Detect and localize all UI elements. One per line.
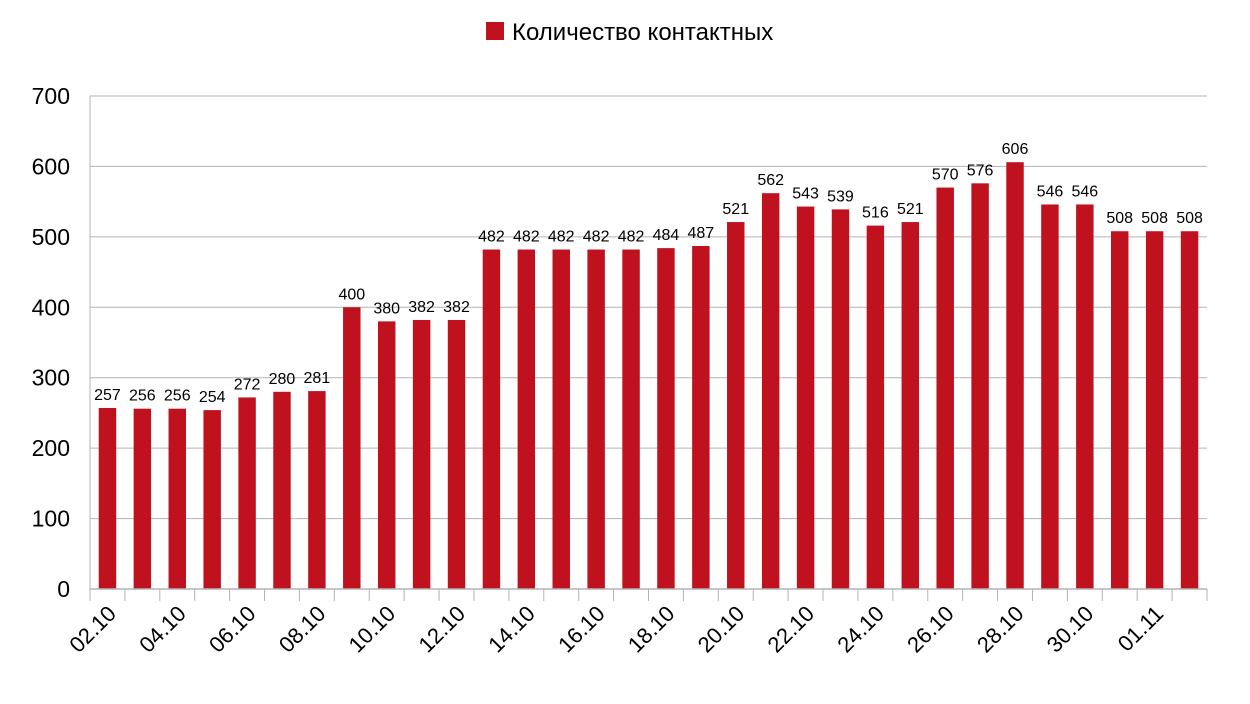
data-label: 382 <box>443 299 470 316</box>
data-label: 482 <box>513 229 540 246</box>
bar <box>552 249 570 589</box>
y-tick-label: 0 <box>57 576 70 602</box>
y-tick-label: 600 <box>32 153 70 179</box>
bar <box>412 319 431 589</box>
x-axis-ticks: 02.10 04.10 06.10 08.10 10.10 12.10 14.10 16.10… <box>64 601 1168 658</box>
data-label: 487 <box>688 225 715 242</box>
legend-label: Количество контактных <box>512 19 773 46</box>
bar <box>517 249 536 589</box>
bar <box>238 397 256 589</box>
data-label: 562 <box>757 172 784 189</box>
y-tick-label: 100 <box>32 506 70 532</box>
bar <box>727 222 745 589</box>
data-label: 482 <box>548 229 575 246</box>
x-tick-label: 01.11 <box>1113 601 1168 656</box>
y-tick-label: 200 <box>32 435 70 461</box>
x-tick-label: 14.10 <box>483 601 540 658</box>
bar <box>273 391 291 589</box>
bars <box>98 162 1199 590</box>
bar <box>447 319 466 589</box>
bar <box>796 206 815 589</box>
data-label: 570 <box>932 167 959 184</box>
bar <box>692 246 710 589</box>
bar <box>1145 231 1164 590</box>
x-tick-label: 08.10 <box>274 601 331 658</box>
bar <box>971 183 989 589</box>
data-label: 508 <box>1176 210 1203 227</box>
bar <box>831 209 850 589</box>
bar <box>1076 204 1094 589</box>
data-label: 543 <box>792 186 819 203</box>
data-label: 272 <box>234 376 261 393</box>
bar <box>482 249 501 589</box>
data-label: 380 <box>373 300 400 317</box>
x-tick-label: 10.10 <box>344 601 401 658</box>
data-label: 482 <box>583 229 610 246</box>
data-label: 254 <box>199 389 226 406</box>
x-tick-label: 24.10 <box>832 601 889 658</box>
x-tick-label: 28.10 <box>972 601 1029 658</box>
bar <box>936 187 954 590</box>
x-tick-label: 22.10 <box>763 601 820 658</box>
bar <box>1180 231 1199 590</box>
data-label: 576 <box>967 162 994 179</box>
x-tick-label: 18.10 <box>623 601 680 658</box>
bar <box>377 321 396 589</box>
data-label: 280 <box>269 371 296 388</box>
bar <box>308 391 326 589</box>
bar <box>1111 231 1129 590</box>
data-label: 382 <box>408 299 435 316</box>
data-label: 508 <box>1106 210 1133 227</box>
data-label: 521 <box>897 201 924 218</box>
bar <box>98 407 117 589</box>
gridlines <box>89 95 1207 590</box>
legend: Количество контактных <box>486 19 773 46</box>
bar <box>587 249 605 589</box>
data-label: 516 <box>862 205 889 222</box>
data-label: 482 <box>618 229 645 246</box>
x-tick-label: 02.10 <box>64 601 121 658</box>
bar <box>1041 204 1059 589</box>
y-tick-label: 300 <box>32 365 70 391</box>
bar <box>168 408 186 589</box>
legend-swatch <box>486 22 504 40</box>
bar <box>866 225 885 590</box>
x-tick-label: 26.10 <box>902 601 959 658</box>
x-tick-label: 16.10 <box>553 601 610 658</box>
bar <box>203 410 221 589</box>
bar <box>343 307 361 589</box>
y-axis-ticks: 0 100 200 300 400 500 600 700 <box>32 83 70 602</box>
bar <box>622 249 640 589</box>
data-label: 257 <box>94 387 121 404</box>
data-label: 606 <box>1002 141 1029 158</box>
data-label: 539 <box>827 188 854 205</box>
data-label: 546 <box>1071 183 1098 200</box>
data-label: 484 <box>653 227 680 244</box>
x-tick-label: 06.10 <box>204 601 261 658</box>
data-label: 546 <box>1037 183 1064 200</box>
bar <box>761 193 780 590</box>
x-axis <box>89 588 1208 601</box>
data-label: 508 <box>1141 210 1168 227</box>
data-label: 256 <box>129 388 156 405</box>
x-tick-label: 30.10 <box>1042 601 1099 658</box>
data-label: 521 <box>722 201 749 218</box>
x-tick-label: 20.10 <box>693 601 750 658</box>
bar <box>901 222 920 589</box>
data-label: 400 <box>338 286 365 303</box>
y-tick-label: 700 <box>32 83 70 109</box>
y-tick-label: 400 <box>32 294 70 320</box>
bar <box>1006 162 1024 589</box>
data-labels: 257 256 256 254 272 280 281 400 380 382 382 482 482 4… <box>94 141 1203 406</box>
data-label: 281 <box>304 370 331 387</box>
x-tick-label: 12.10 <box>413 601 470 658</box>
bar <box>657 248 675 589</box>
y-tick-label: 500 <box>32 224 70 250</box>
x-tick-label: 04.10 <box>134 601 191 658</box>
data-label: 256 <box>164 388 191 405</box>
data-label: 482 <box>478 229 505 246</box>
bar <box>133 408 152 589</box>
